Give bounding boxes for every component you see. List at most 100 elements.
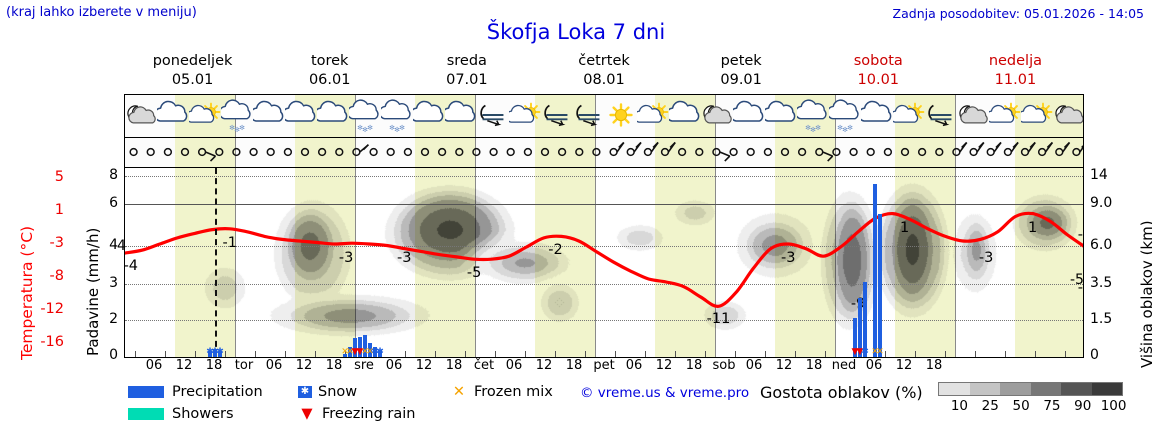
svg-text:✻: ✻ [842,126,848,134]
weather-icon-moon-cloud [701,97,733,137]
day-name: petek [720,53,762,69]
weather-icon-fog [573,97,605,137]
weather-icon-cloud [153,97,189,137]
cloud-density-scale [938,382,1123,396]
svg-text:✻: ✻ [234,126,240,134]
svg-text:✻: ✻ [389,124,395,132]
day-divider [475,138,476,167]
day-date: 08.01 [583,72,625,88]
svg-text:✻: ✻ [357,124,363,132]
x-minor-tick [495,351,496,357]
temperature-label: -3 [978,250,994,266]
snow-icon: ✱ [298,386,312,398]
weather-icon-cloud [857,97,893,137]
precip-tick-5: 0 [109,347,118,363]
weather-icon-band: ✻ ✻ ✻ ✻ ✻ ✻ ✻ ✻ ✻ ✻ ✻ ✻ ✻ ✻ ✻ [124,94,1084,138]
day-header-row: ponedeljek 05.01 torek 06.01 sreda 07.01 četrt… [124,52,1084,92]
day-date: 09.01 [720,72,762,88]
day-date: 11.01 [994,72,1037,88]
x-tick-18: 18 [445,358,463,373]
x-tick-sob: sob [712,358,736,373]
weather-icon-moon-cloud [1053,97,1083,137]
copyright-link[interactable]: © vreme.us & vreme.pro [580,385,750,401]
day-divider [595,95,596,137]
precip-tick-0: 8 [109,167,118,183]
temperature-label: -3 [397,250,412,266]
gridline [125,284,1083,285]
freezing-rain-marker: ▼ [356,347,364,357]
day-name: sreda [446,53,487,69]
precip-tick-1: 6 [109,195,118,211]
day-header-torek: torek 06.01 [261,52,398,92]
x-tick-pet: pet [593,358,615,373]
precipitation-bar [208,351,212,357]
x-tick-12: 12 [895,358,913,373]
x-minor-tick [285,351,286,357]
temperature-tick-2: -3 [49,235,64,251]
weather-icon-cloud [729,97,765,137]
temperature-start-label: -4 [112,238,126,254]
x-minor-tick [945,351,946,357]
x-tick-06: 06 [385,358,403,373]
x-minor-tick [405,351,406,357]
x-minor-tick [825,351,826,357]
cloud-height-tick-0: 14 [1090,167,1108,183]
gridline [125,204,1083,205]
cloud-density-tick-10: 10 [950,398,968,414]
x-tick-sre: sre [354,358,374,373]
x-tick-06: 06 [745,358,763,373]
temperature-axis-title: Temperatura (°C) [18,225,36,360]
cloud-density-step-3 [1030,383,1061,395]
x-minor-tick [765,351,766,357]
weather-icon-cloud [281,97,317,137]
day-header-ponedeljek: ponedeljek 05.01 [124,52,261,92]
x-minor-tick [615,351,616,357]
x-tick-18: 18 [205,358,223,373]
page-title: Škofja Loka 7 dni [486,20,666,44]
wind-barb-band [124,138,1084,168]
showers-swatch [128,408,164,420]
x-minor-tick [885,351,886,357]
weather-icon-sun-cloud [1017,97,1053,137]
frozen-mix-marker: ✕ [876,347,884,357]
day-header-nedelja: nedelja 11.01 [947,52,1084,92]
day-date: 05.01 [171,72,214,88]
snow-marker: ✱ [206,347,214,357]
x-tick-ned: ned [831,358,857,373]
precipitation-bar [358,336,362,357]
weather-icon-moon-cloud [957,97,989,137]
x-minor-tick [135,351,136,357]
temperature-label: -1 [222,234,237,251]
precipitation-bar [343,353,347,357]
cloud-density-raster [125,168,1083,357]
menu-note: (kraj lahko izberete v meniju) [6,5,197,20]
day-date: 07.01 [446,72,488,88]
last-update-text: Zadnja posodobitev: 05.01.2026 - 14:05 [892,6,1144,21]
temperature-label: -0 [1077,227,1083,244]
weather-icon-sun-cloud [633,97,669,137]
cloud-density-step-5 [1091,383,1122,395]
temperature-end-label: -5 [1070,272,1084,288]
gridline [125,320,1083,321]
legend-label-freezing-rain: Freezing rain [322,406,416,422]
weather-icon-sun-cloud [985,97,1021,137]
x-minor-tick [435,351,436,357]
temperature-label: -2 [548,242,563,259]
x-minor-tick [225,351,226,357]
x-tick-06: 06 [265,358,283,373]
cloud-height-tick-4: 1.5 [1090,311,1113,327]
x-minor-tick [795,351,796,357]
weather-icon-cloud [441,97,477,137]
day-name: četrtek [578,53,630,69]
day-divider [955,138,956,167]
x-tick-06: 06 [505,358,523,373]
day-divider [835,138,836,167]
x-tick-12: 12 [775,358,793,373]
x-minor-tick [915,351,916,357]
day-divider [475,95,476,137]
freezing-rain-icon: ▼ [301,406,313,422]
frozen-mix-marker: ✕ [341,347,349,357]
x-minor-tick [555,351,556,357]
x-minor-tick [255,351,256,357]
temperature-tick-0: 5 [54,169,64,185]
